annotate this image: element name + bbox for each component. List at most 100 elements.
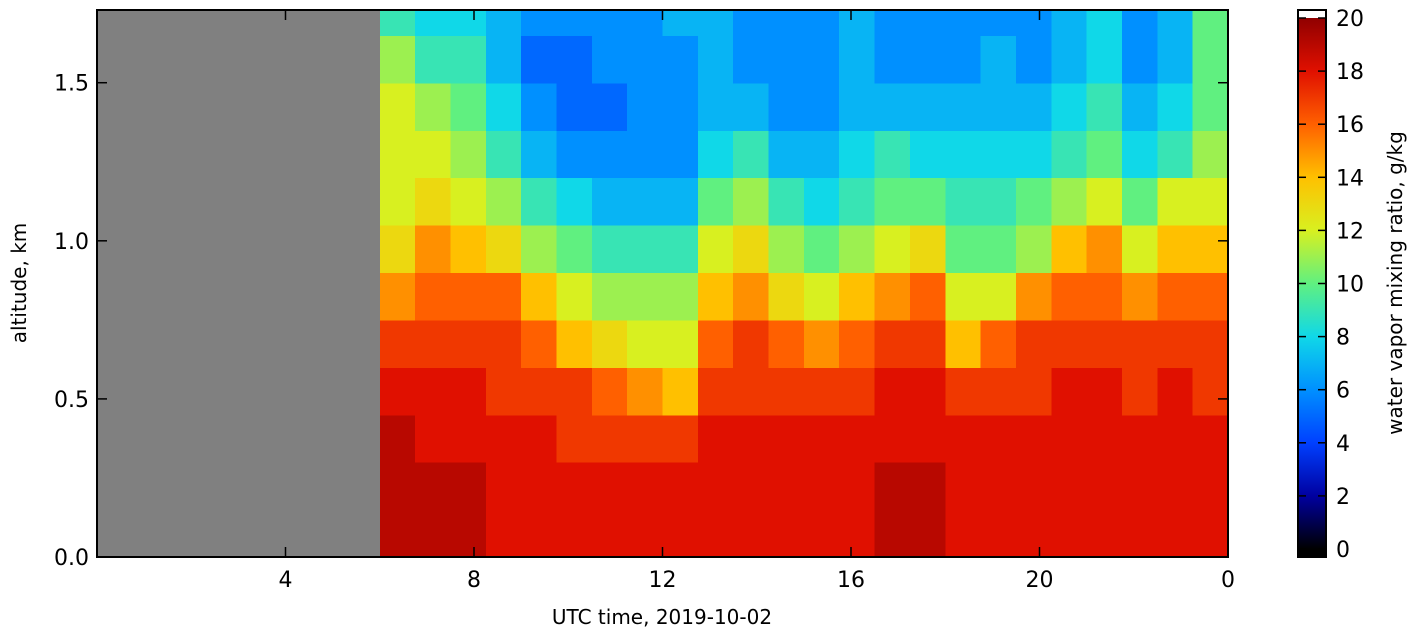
heatmap-cell: [803, 82, 840, 131]
heatmap-cell: [1121, 509, 1158, 558]
heatmap-cell: [450, 319, 487, 368]
heatmap-cell: [980, 35, 1017, 84]
heatmap-cell: [980, 82, 1017, 131]
heatmap-cell: [1086, 414, 1123, 463]
heatmap-cell: [697, 462, 734, 511]
heatmap-cell: [556, 10, 593, 36]
heatmap-cell: [379, 130, 416, 179]
heatmap-cell: [379, 272, 416, 321]
heatmap-cell: [627, 414, 664, 463]
heatmap-cell: [1015, 272, 1052, 321]
heatmap-cell: [591, 319, 628, 368]
heatmap-cell: [1015, 414, 1052, 463]
heatmap-cell: [697, 10, 734, 36]
heatmap-cell: [627, 177, 664, 226]
heatmap-cell: [1086, 177, 1123, 226]
heatmap-cell: [379, 35, 416, 84]
heatmap-cell: [485, 177, 522, 226]
heatmap-cell: [556, 414, 593, 463]
heatmap-cell: [1157, 414, 1194, 463]
heatmap-cell: [662, 225, 699, 274]
heatmap-cell: [485, 35, 522, 84]
heatmap-cell: [803, 130, 840, 179]
heatmap-cell: [1157, 225, 1194, 274]
heatmap-cell: [733, 35, 770, 84]
heatmap-cell: [591, 130, 628, 179]
heatmap-cell: [803, 462, 840, 511]
heatmap-cell: [1051, 177, 1088, 226]
heatmap-cell: [450, 10, 487, 36]
heatmap-cell: [768, 319, 805, 368]
heatmap-cell: [1157, 272, 1194, 321]
x-tick-label: 8: [467, 568, 481, 593]
heatmap-cell: [1192, 509, 1229, 558]
heatmap-cell: [415, 10, 452, 36]
x-tick-label: 12: [649, 568, 677, 593]
heatmap-cell: [945, 35, 982, 84]
heatmap-cell: [1086, 10, 1123, 36]
heatmap-cell: [839, 82, 876, 131]
heatmap-cell: [662, 319, 699, 368]
heatmap-cell: [1015, 509, 1052, 558]
heatmap-cell: [1192, 367, 1229, 416]
heatmap-cell: [662, 82, 699, 131]
heatmap-cell: [1051, 367, 1088, 416]
heatmap-cell: [415, 367, 452, 416]
heatmap-cell: [1121, 319, 1158, 368]
heatmap-cell: [450, 509, 487, 558]
colorbar-over: [1298, 10, 1326, 18]
heatmap-cell: [1192, 177, 1229, 226]
heatmap-cell: [874, 130, 911, 179]
y-tick-label: 0.0: [54, 546, 89, 571]
heatmap-cell: [379, 82, 416, 131]
heatmap-cell: [450, 35, 487, 84]
heatmap-cell: [591, 35, 628, 84]
colorbar-tick-label: 0: [1336, 538, 1350, 563]
heatmap-cell: [1157, 177, 1194, 226]
heatmap-cell: [697, 35, 734, 84]
heatmap-cell: [803, 35, 840, 84]
heatmap-cell: [1121, 225, 1158, 274]
heatmap-cell: [1157, 82, 1194, 131]
heatmap-cell: [1051, 414, 1088, 463]
heatmap-cell: [733, 82, 770, 131]
heatmap-cell: [733, 462, 770, 511]
heatmap-cell: [945, 414, 982, 463]
heatmap-cell: [1121, 82, 1158, 131]
heatmap-cell: [662, 414, 699, 463]
heatmap-cell: [591, 509, 628, 558]
heatmap-cell: [733, 177, 770, 226]
heatmap-cell: [556, 509, 593, 558]
heatmap-cell: [1192, 462, 1229, 511]
heatmap-cell: [1192, 35, 1229, 84]
heatmap-cell: [839, 177, 876, 226]
heatmap-cell: [1157, 367, 1194, 416]
heatmap-cell: [1051, 319, 1088, 368]
heatmap-cell: [379, 225, 416, 274]
colorbar-tick-label: 2: [1336, 485, 1350, 510]
heatmap-cell: [1086, 225, 1123, 274]
heatmap-cell: [1121, 272, 1158, 321]
heatmap-cell: [521, 462, 558, 511]
heatmap-cell: [1015, 130, 1052, 179]
heatmap-cell: [909, 10, 946, 36]
heatmap-cell: [874, 35, 911, 84]
heatmap-cell: [697, 319, 734, 368]
x-tick-label: 16: [837, 568, 865, 593]
heatmap-cell: [945, 509, 982, 558]
heatmap-cell: [945, 462, 982, 511]
heatmap-cell: [591, 367, 628, 416]
heatmap-cell: [627, 35, 664, 84]
heatmap-cell: [591, 462, 628, 511]
heatmap-cell: [697, 177, 734, 226]
heatmap-cell: [415, 82, 452, 131]
heatmap-cell: [768, 272, 805, 321]
heatmap-cell: [415, 35, 452, 84]
heatmap-cell: [627, 272, 664, 321]
heatmap-cell: [1121, 462, 1158, 511]
heatmap-cell: [1051, 462, 1088, 511]
heatmap-cell: [874, 367, 911, 416]
heatmap-cell: [839, 319, 876, 368]
heatmap-cell: [909, 319, 946, 368]
heatmap-cell: [874, 462, 911, 511]
